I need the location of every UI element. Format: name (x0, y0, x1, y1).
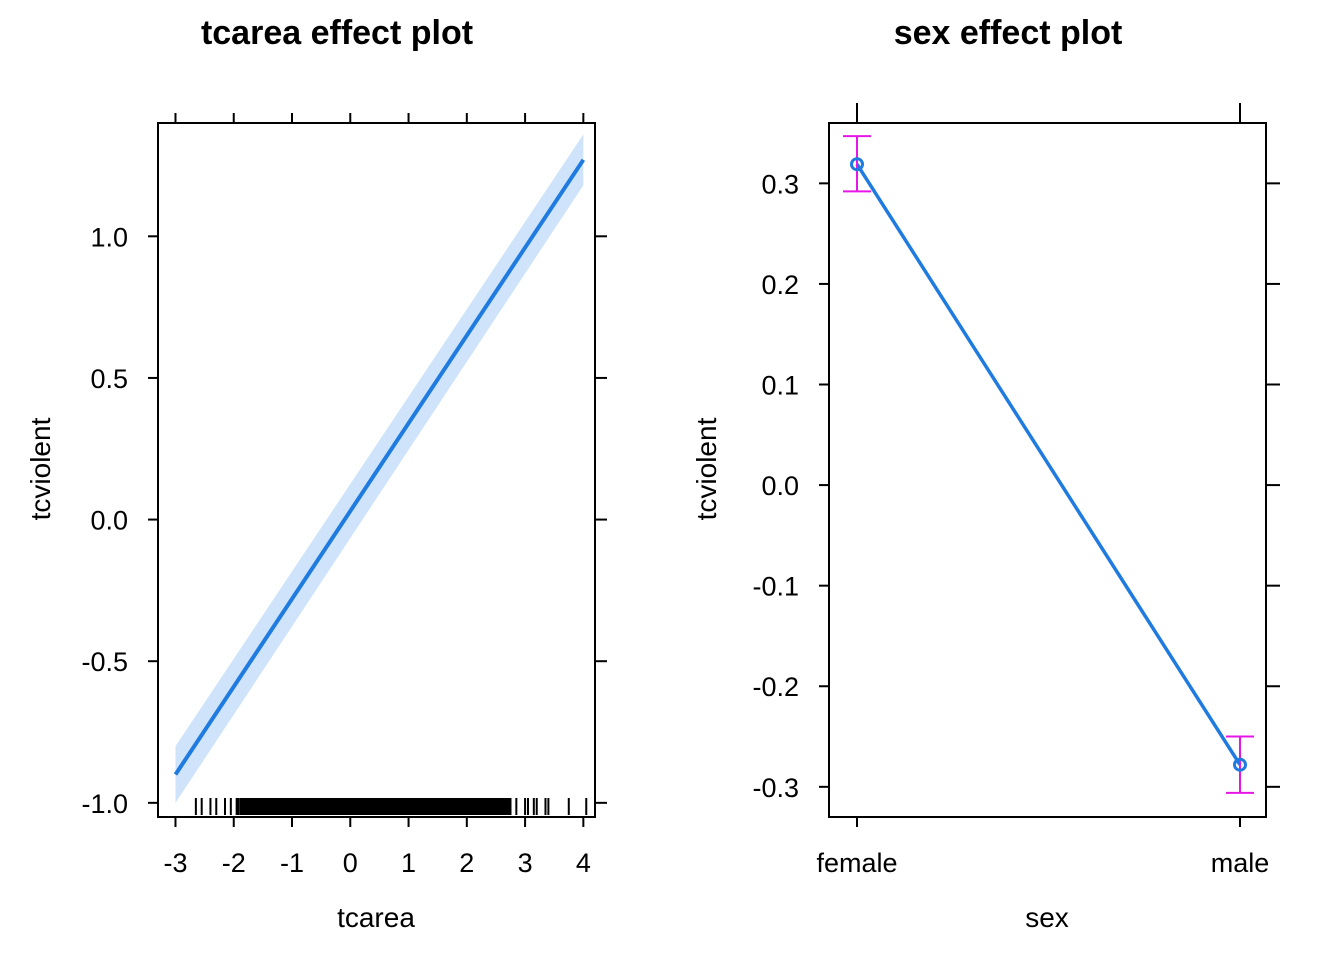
tcarea-x-tick-label: -1 (280, 848, 304, 878)
sex-point-male (1233, 757, 1247, 772)
sex-effect-line (855, 163, 1242, 766)
sex-effect-panel: sex effect plot sex tcviolent female male… (691, 14, 1280, 933)
sex-point-female (850, 157, 864, 172)
tcarea-y-axis-label: tcviolent (25, 417, 56, 520)
tcarea-x-tick-label: -3 (163, 848, 187, 878)
tcarea-rug-dense (239, 798, 511, 815)
tcarea-plot-frame (157, 122, 596, 818)
tcarea-y-tick-label: 1.0 (90, 222, 128, 252)
sex-y-tick-label: 0.2 (761, 270, 799, 300)
tcarea-x-tick-label: 4 (576, 848, 591, 878)
tcarea-x-tick-label: 3 (518, 848, 533, 878)
sex-x-tick-label: female (816, 848, 897, 878)
tcarea-y-tick-label: 0.5 (90, 364, 128, 394)
tcarea-y-tick-label: -0.5 (81, 647, 128, 677)
tcarea-effect-panel: tcarea effect plot tcarea tcviolent -3 -2… (25, 14, 607, 933)
tcarea-x-tick-label: 0 (343, 848, 358, 878)
sex-x-tick-label: male (1211, 848, 1270, 878)
tcarea-panel-title: tcarea effect plot (201, 14, 473, 52)
sex-y-axis-label: tcviolent (691, 417, 722, 520)
tcarea-fitted-line (173, 158, 586, 776)
tcarea-y-tick-label: -1.0 (81, 789, 128, 819)
tcarea-x-axis-label: tcarea (337, 902, 415, 933)
tcarea-x-tick-label: -2 (222, 848, 246, 878)
sex-y-tick-label: -0.3 (752, 773, 799, 803)
tcarea-x-tick-label: 2 (459, 848, 474, 878)
sex-y-tick-label: 0.3 (761, 169, 799, 199)
sex-y-tick-label: -0.2 (752, 672, 799, 702)
sex-y-tick-label: -0.1 (752, 572, 799, 602)
sex-panel-title: sex effect plot (894, 14, 1123, 52)
tcarea-y-tick-label: 0.0 (90, 506, 128, 536)
sex-y-tick-label: 0.0 (761, 471, 799, 501)
sex-x-axis-label: sex (1025, 902, 1069, 933)
sex-plot-frame (828, 122, 1267, 818)
sex-y-tick-label: 0.1 (761, 371, 799, 401)
tcarea-x-tick-label: 1 (401, 848, 416, 878)
